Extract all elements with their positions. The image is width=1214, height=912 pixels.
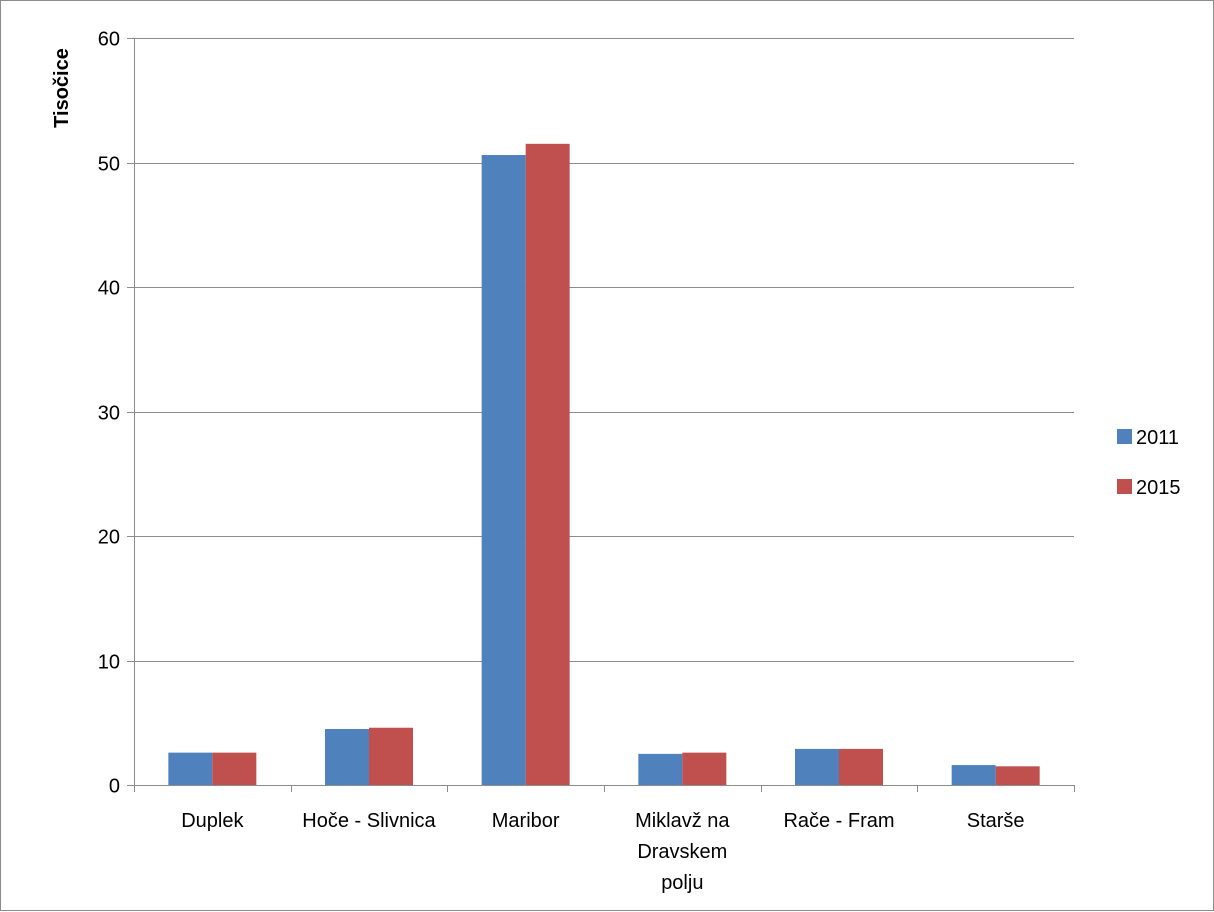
legend: 2011 2015 — [1117, 427, 1181, 499]
y-tick-label: 10 — [98, 652, 120, 674]
legend-label: 2011 — [1136, 427, 1179, 449]
category-label-line: Duplek — [181, 810, 244, 832]
legend-label: 2015 — [1136, 477, 1181, 499]
y-tick-label: 20 — [98, 527, 120, 549]
y-tick-label: 40 — [98, 278, 120, 300]
gridlines — [127, 38, 1074, 786]
category-label: Rače - Fram — [783, 810, 894, 832]
x-category-labels: Duplek Hoče - Slivnica Maribor Miklavž na Dr… — [181, 810, 1024, 894]
bar-2015-3 — [682, 752, 727, 785]
y-tick-labels: 0 10 20 30 40 50 60 — [98, 29, 120, 798]
bar-2015-4 — [839, 748, 883, 785]
legend-swatch-2011 — [1117, 429, 1132, 444]
legend-swatch-2015 — [1117, 479, 1132, 494]
category-label-line: Rače - Fram — [783, 810, 894, 832]
category-label-line: Miklavž na — [635, 810, 730, 832]
bar-2011-2 — [481, 155, 526, 785]
bar-2015-5 — [995, 766, 1040, 785]
bar-2015-0 — [212, 752, 257, 785]
bars — [168, 143, 1040, 785]
bar-2011-3 — [638, 753, 683, 785]
bar-2011-0 — [168, 752, 213, 785]
bar-2011-4 — [795, 748, 839, 785]
y-tick-label: 30 — [98, 403, 120, 425]
y-tick-label: 50 — [98, 154, 120, 176]
category-label-line: polju — [661, 872, 703, 894]
category-label: Miklavž na Dravskem polju — [635, 810, 730, 894]
category-label-line: Starše — [967, 810, 1025, 832]
category-label: Duplek — [181, 810, 244, 832]
y-axis-title: Tisočice — [51, 48, 73, 128]
category-label-line: Hoče - Slivnica — [302, 810, 436, 832]
y-tick-label: 0 — [109, 776, 120, 798]
category-label: Starše — [967, 810, 1025, 832]
bar-2011-1 — [325, 728, 369, 785]
category-label-line: Maribor — [492, 810, 560, 832]
category-label: Hoče - Slivnica — [302, 810, 436, 832]
category-label-line: Dravskem — [637, 841, 727, 863]
y-tick-label: 60 — [98, 29, 120, 51]
bar-2015-2 — [525, 143, 570, 785]
axes — [134, 38, 1075, 792]
category-label: Maribor — [492, 810, 560, 832]
bar-2015-1 — [369, 727, 413, 785]
bar-2011-5 — [951, 765, 996, 785]
